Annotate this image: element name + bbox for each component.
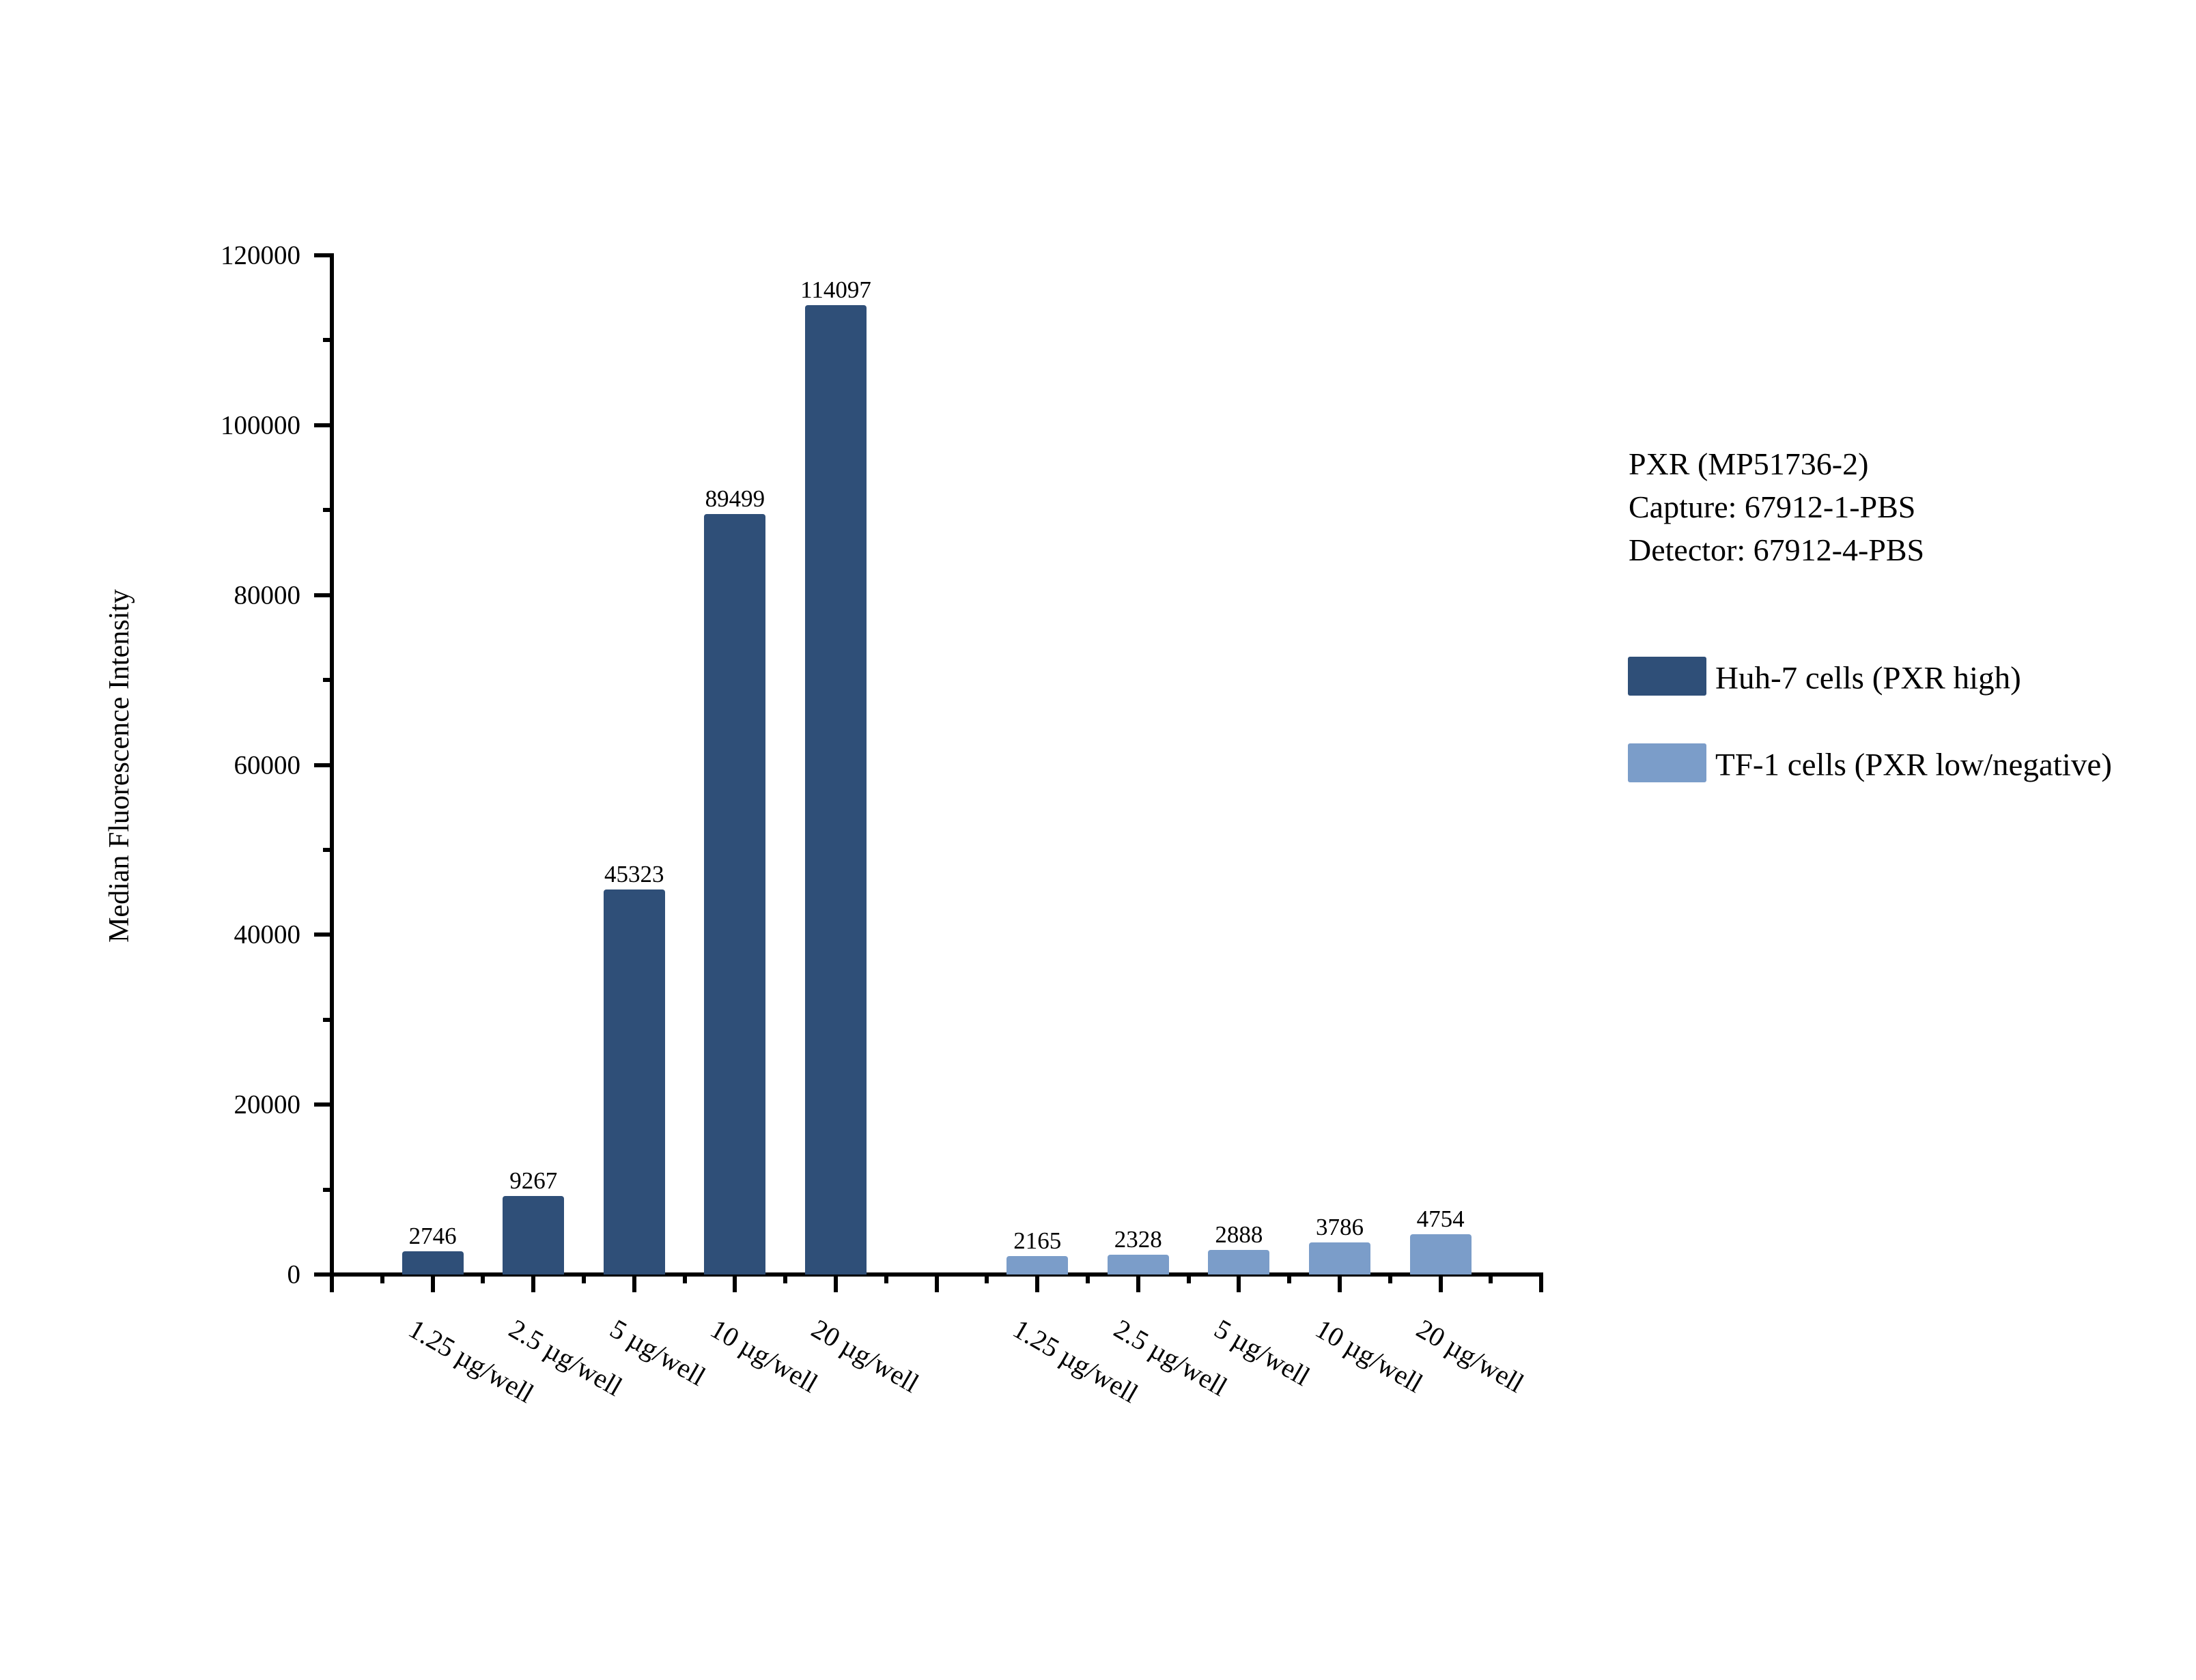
x-minor-tick	[1086, 1275, 1090, 1283]
bar-tf1	[1409, 1234, 1472, 1275]
y-minor-tick	[323, 1017, 332, 1022]
y-axis-line	[330, 253, 334, 1277]
y-major-tick	[314, 1102, 332, 1107]
x-major-tick	[834, 1275, 838, 1292]
bar-value-label: 2888	[1215, 1221, 1263, 1249]
y-tick-label: 0	[287, 1259, 301, 1290]
legend-label-tf1: TF-1 cells (PXR low/negative)	[1715, 747, 2112, 783]
x-major-tick	[1539, 1275, 1544, 1292]
legend-label-huh7: Huh-7 cells (PXR high)	[1715, 660, 2021, 696]
y-major-tick	[314, 423, 332, 427]
y-minor-tick	[323, 1187, 332, 1192]
x-minor-tick	[380, 1275, 384, 1283]
y-tick-label: 100000	[221, 410, 300, 440]
x-tick-label: 20 µg/well	[1411, 1313, 1529, 1399]
y-major-tick	[314, 932, 332, 937]
y-minor-tick	[323, 508, 332, 513]
bar-value-label: 3786	[1316, 1213, 1364, 1240]
bar-value-label: 9267	[509, 1167, 558, 1194]
x-major-tick	[1136, 1275, 1140, 1292]
x-minor-tick	[481, 1275, 485, 1283]
legend: PXR (MP51736-2) Capture: 67912-1-PBS Det…	[1629, 442, 1924, 571]
annotation-line-detector: Detector: 67912-4-PBS	[1629, 532, 1925, 567]
x-minor-tick	[682, 1275, 687, 1283]
bar-value-label: 2165	[1013, 1227, 1062, 1255]
x-major-tick	[330, 1275, 334, 1292]
bar-value-label: 4754	[1416, 1205, 1465, 1232]
x-minor-tick	[884, 1275, 888, 1283]
bar-value-label: 45323	[604, 861, 664, 888]
y-axis-title: Median Fluorescence Intensity	[104, 589, 135, 943]
bar-value-label: 2746	[408, 1222, 457, 1249]
x-major-tick	[632, 1275, 636, 1292]
x-tick-label: 10 µg/well	[705, 1313, 824, 1399]
legend-swatch-tf1	[1628, 743, 1706, 782]
bar-tf1	[1107, 1255, 1169, 1275]
bar-huh7	[603, 889, 665, 1275]
y-minor-tick	[323, 847, 332, 852]
x-minor-tick	[1287, 1275, 1292, 1283]
bar-value-label: 2328	[1114, 1226, 1162, 1253]
y-minor-tick	[323, 338, 332, 343]
y-major-tick	[314, 253, 332, 257]
bar-huh7	[704, 514, 766, 1275]
y-tick-label: 60000	[234, 750, 301, 780]
x-tick-label: 20 µg/well	[806, 1313, 925, 1399]
legend-swatch-huh7	[1628, 657, 1706, 696]
bar-huh7	[805, 305, 867, 1275]
x-minor-tick	[783, 1275, 788, 1283]
x-major-tick	[934, 1275, 939, 1292]
annotation-line-antibody: PXR (MP51736-2)	[1629, 446, 1869, 481]
y-major-tick	[314, 763, 332, 767]
y-major-tick	[314, 593, 332, 597]
y-minor-tick	[323, 678, 332, 683]
x-minor-tick	[1388, 1275, 1392, 1283]
x-tick-label: 10 µg/well	[1310, 1313, 1428, 1399]
x-minor-tick	[1489, 1275, 1493, 1283]
bar-tf1	[1006, 1256, 1069, 1275]
x-major-tick	[1338, 1275, 1342, 1292]
x-major-tick	[531, 1275, 536, 1292]
bar-value-label: 114097	[800, 276, 871, 304]
x-minor-tick	[582, 1275, 586, 1283]
x-major-tick	[733, 1275, 737, 1292]
bar-huh7	[402, 1251, 464, 1275]
x-major-tick	[1035, 1275, 1040, 1292]
x-major-tick	[1438, 1275, 1443, 1292]
bar-value-label: 89499	[705, 485, 765, 513]
bar-huh7	[503, 1195, 565, 1275]
y-major-tick	[314, 1272, 332, 1277]
y-tick-label: 80000	[234, 580, 301, 610]
y-tick-label: 120000	[221, 240, 300, 270]
x-major-tick	[430, 1275, 435, 1292]
bar-tf1	[1208, 1250, 1270, 1275]
y-tick-label: 20000	[234, 1090, 301, 1120]
y-tick-label: 40000	[234, 920, 301, 950]
bar-tf1	[1309, 1242, 1370, 1275]
x-minor-tick	[985, 1275, 989, 1283]
annotation-line-capture: Capture: 67912-1-PBS	[1629, 489, 1916, 524]
x-major-tick	[1237, 1275, 1241, 1292]
x-minor-tick	[1186, 1275, 1191, 1283]
